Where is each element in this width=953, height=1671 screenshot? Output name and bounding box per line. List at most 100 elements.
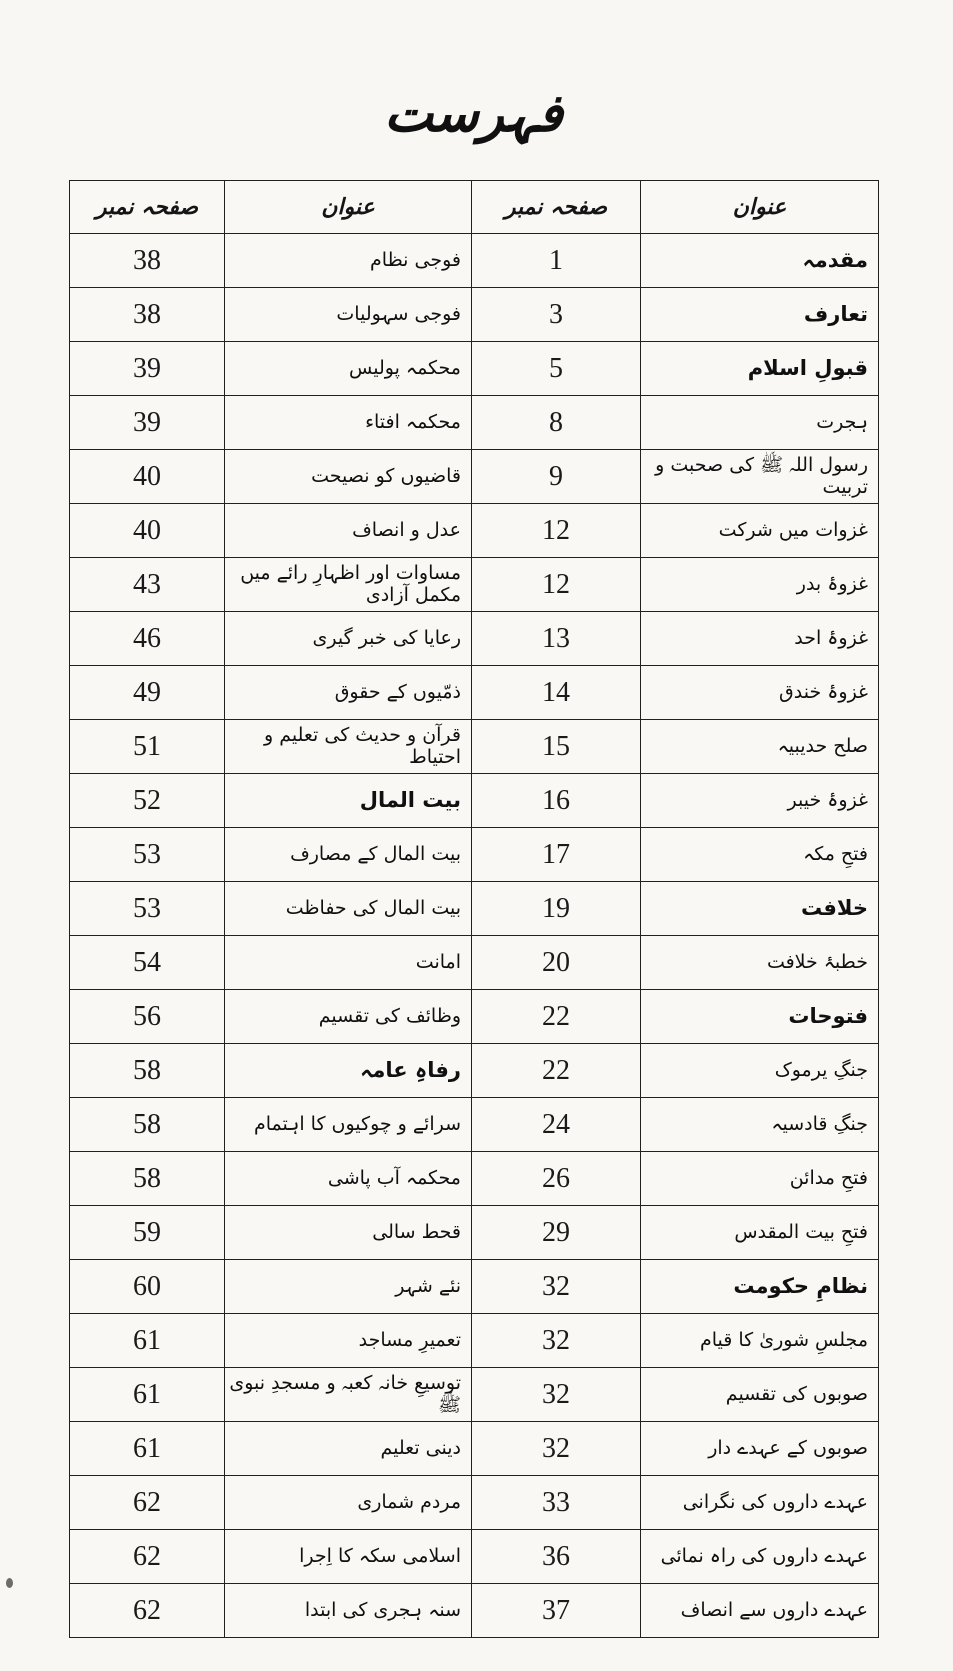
title-cell-left: وظائف کی تقسیم bbox=[224, 989, 472, 1044]
page-number-cell-right: 33 bbox=[471, 1475, 641, 1530]
page-number-cell-left: 56 bbox=[69, 989, 225, 1044]
title-cell-right: عہدے داروں سے انصاف bbox=[640, 1583, 879, 1638]
page-number-cell-right: 32 bbox=[471, 1259, 641, 1314]
title-cell-right: فتحِ مکہ bbox=[640, 827, 879, 882]
title-cell-right: جنگِ قادسیہ bbox=[640, 1097, 879, 1152]
title-cell-left: بیت المال bbox=[224, 773, 472, 828]
table-row: 46 رعایا کی خبر گیری 13 غزوۂ احد bbox=[69, 611, 879, 666]
header-page-number-left: صفحہ نمبر bbox=[69, 180, 225, 234]
page-number-cell-right: 32 bbox=[471, 1421, 641, 1476]
table-row: 38 فوجی سہولیات 3 تعارف bbox=[69, 287, 879, 342]
title-cell-left: محکمہ افتاء bbox=[224, 395, 472, 450]
title-cell-right: مجلسِ شوریٰ کا قیام bbox=[640, 1313, 879, 1368]
page-number-cell-right: 15 bbox=[471, 719, 641, 774]
table-row: 62 اسلامی سکہ کا اِجرا 36 عہدے داروں کی … bbox=[69, 1529, 879, 1584]
table-row: 62 مردم شماری 33 عہدے داروں کی نگرانی bbox=[69, 1475, 879, 1530]
title-cell-left: عدل و انصاف bbox=[224, 503, 472, 558]
title-cell-right: صوبوں کے عہدے دار bbox=[640, 1421, 879, 1476]
table-row: 61 تعمیرِ مساجد 32 مجلسِ شوریٰ کا قیام bbox=[69, 1313, 879, 1368]
title-cell-right: عہدے داروں کی نگرانی bbox=[640, 1475, 879, 1530]
page-number-cell-right: 8 bbox=[471, 395, 641, 450]
table-row: 58 رفاہِ عامہ 22 جنگِ یرموک bbox=[69, 1043, 879, 1098]
page-number-cell-left: 38 bbox=[69, 233, 225, 288]
title-cell-right: ہجرت bbox=[640, 395, 879, 450]
table-row: 53 بیت المال کے مصارف 17 فتحِ مکہ bbox=[69, 827, 879, 882]
toc-rows: 38 فوجی نظام 1 مقدمہ 38 فوجی سہولیات 3 ت… bbox=[69, 233, 879, 1638]
table-row: 40 عدل و انصاف 12 غزوات میں شرکت bbox=[69, 503, 879, 558]
title-cell-left: رفاہِ عامہ bbox=[224, 1043, 472, 1098]
title-cell-left: مساوات اور اظہارِ رائے میں مکمل آزادی bbox=[224, 557, 472, 612]
page-number-cell-left: 38 bbox=[69, 287, 225, 342]
title-cell-right: خلافت bbox=[640, 881, 879, 936]
title-cell-left: مردم شماری bbox=[224, 1475, 472, 1530]
title-cell-right: فتحِ بیت المقدس bbox=[640, 1205, 879, 1260]
page-number-cell-right: 36 bbox=[471, 1529, 641, 1584]
title-cell-left: فوجی نظام bbox=[224, 233, 472, 288]
title-cell-left: ذمّیوں کے حقوق bbox=[224, 665, 472, 720]
page-number-cell-left: 40 bbox=[69, 449, 225, 504]
table-row: 56 وظائف کی تقسیم 22 فتوحات bbox=[69, 989, 879, 1044]
page-number-cell-left: 61 bbox=[69, 1367, 225, 1422]
page-number-cell-right: 37 bbox=[471, 1583, 641, 1638]
page-number-cell-right: 12 bbox=[471, 503, 641, 558]
title-cell-left: امانت bbox=[224, 935, 472, 990]
page-number-cell-right: 32 bbox=[471, 1313, 641, 1368]
title-cell-right: عہدے داروں کی راہ نمائی bbox=[640, 1529, 879, 1584]
page-number-cell-left: 59 bbox=[69, 1205, 225, 1260]
title-cell-left: سرائے و چوکیوں کا اہتمام bbox=[224, 1097, 472, 1152]
title-cell-right: فتوحات bbox=[640, 989, 879, 1044]
page-number-cell-left: 62 bbox=[69, 1583, 225, 1638]
title-cell-right: غزوات میں شرکت bbox=[640, 503, 879, 558]
title-cell-right: فتحِ مدائن bbox=[640, 1151, 879, 1206]
scan-speck bbox=[6, 1578, 13, 1588]
page-title: فہرست bbox=[384, 84, 563, 144]
page-number-cell-left: 39 bbox=[69, 395, 225, 450]
title-cell-right: غزوۂ بدر bbox=[640, 557, 879, 612]
page-number-cell-left: 61 bbox=[69, 1313, 225, 1368]
title-cell-right: نظامِ حکومت bbox=[640, 1259, 879, 1314]
page-number-cell-left: 49 bbox=[69, 665, 225, 720]
title-cell-left: رعایا کی خبر گیری bbox=[224, 611, 472, 666]
table-row: 40 قاضیوں کو نصیحت 9 رسول اللہ ﷺ کی صحبت… bbox=[69, 449, 879, 504]
header-title-left: عنوان bbox=[224, 180, 472, 234]
page-number-cell-right: 13 bbox=[471, 611, 641, 666]
page-number-cell-right: 3 bbox=[471, 287, 641, 342]
table-row: 38 فوجی نظام 1 مقدمہ bbox=[69, 233, 879, 288]
title-cell-right: جنگِ یرموک bbox=[640, 1043, 879, 1098]
title-cell-left: توسیعِ خانہ کعبہ و مسجدِ نبوی ﷺ bbox=[224, 1367, 472, 1422]
title-cell-right: صوبوں کی تقسیم bbox=[640, 1367, 879, 1422]
title-cell-left: قرآن و حدیث کی تعلیم و احتیاط bbox=[224, 719, 472, 774]
page-number-cell-left: 40 bbox=[69, 503, 225, 558]
title-cell-left: بیت المال کے مصارف bbox=[224, 827, 472, 882]
table-row: 61 دینی تعلیم 32 صوبوں کے عہدے دار bbox=[69, 1421, 879, 1476]
page-number-cell-right: 12 bbox=[471, 557, 641, 612]
table-row: 49 ذمّیوں کے حقوق 14 غزوۂ خندق bbox=[69, 665, 879, 720]
page-number-cell-right: 22 bbox=[471, 989, 641, 1044]
title-cell-left: محکمہ پولیس bbox=[224, 341, 472, 396]
title-cell-left: تعمیرِ مساجد bbox=[224, 1313, 472, 1368]
header-title-right: عنوان bbox=[640, 180, 879, 234]
table-row: 60 نئے شہر 32 نظامِ حکومت bbox=[69, 1259, 879, 1314]
title-cell-right: قبولِ اسلام bbox=[640, 341, 879, 396]
page-number-cell-left: 54 bbox=[69, 935, 225, 990]
table-row: 39 محکمہ افتاء 8 ہجرت bbox=[69, 395, 879, 450]
header-page-number-right: صفحہ نمبر bbox=[471, 180, 641, 234]
page-number-cell-left: 51 bbox=[69, 719, 225, 774]
title-cell-left: نئے شہر bbox=[224, 1259, 472, 1314]
title-cell-right: تعارف bbox=[640, 287, 879, 342]
page-number-cell-left: 62 bbox=[69, 1475, 225, 1530]
title-cell-left: قحط سالی bbox=[224, 1205, 472, 1260]
table-row: 59 قحط سالی 29 فتحِ بیت المقدس bbox=[69, 1205, 879, 1260]
page-number-cell-right: 19 bbox=[471, 881, 641, 936]
page-number-cell-left: 46 bbox=[69, 611, 225, 666]
page-number-cell-right: 16 bbox=[471, 773, 641, 828]
page-number-cell-left: 52 bbox=[69, 773, 225, 828]
title-cell-right: غزوۂ خیبر bbox=[640, 773, 879, 828]
table-row: 51 قرآن و حدیث کی تعلیم و احتیاط 15 صلح … bbox=[69, 719, 879, 774]
page-number-cell-left: 58 bbox=[69, 1043, 225, 1098]
title-cell-left: محکمہ آب پاشی bbox=[224, 1151, 472, 1206]
page-number-cell-right: 24 bbox=[471, 1097, 641, 1152]
toc-table: صفحہ نمبر عنوان صفحہ نمبر عنوان 38 فوجی … bbox=[69, 180, 879, 1638]
page-number-cell-right: 1 bbox=[471, 233, 641, 288]
table-row: 39 محکمہ پولیس 5 قبولِ اسلام bbox=[69, 341, 879, 396]
